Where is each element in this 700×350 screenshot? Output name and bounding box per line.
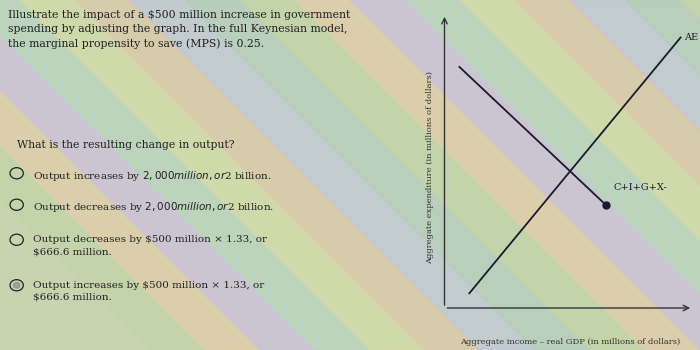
Polygon shape	[0, 0, 260, 350]
Text: C+I+G+X-: C+I+G+X-	[613, 183, 667, 192]
Polygon shape	[0, 0, 370, 350]
Text: What is the resulting change in output?: What is the resulting change in output?	[17, 140, 234, 150]
Polygon shape	[240, 0, 645, 350]
Polygon shape	[680, 0, 700, 350]
Polygon shape	[625, 0, 700, 350]
Text: Aggregate expenditure (in millions of dollars): Aggregate expenditure (in millions of do…	[426, 71, 435, 265]
Polygon shape	[405, 0, 700, 350]
Text: Output increases by $500 million × 1.33, or
$666.6 million.: Output increases by $500 million × 1.33,…	[34, 281, 265, 302]
Polygon shape	[20, 0, 425, 350]
Text: Aggregate income – real GDP (in millions of dollars): Aggregate income – real GDP (in millions…	[461, 338, 680, 346]
Polygon shape	[75, 0, 480, 350]
Polygon shape	[460, 0, 700, 350]
Polygon shape	[570, 0, 700, 350]
Polygon shape	[130, 0, 535, 350]
Text: Output decreases by $500 million × 1.33, or
$666.6 million.: Output decreases by $500 million × 1.33,…	[34, 235, 267, 256]
Polygon shape	[0, 0, 205, 350]
Polygon shape	[295, 0, 700, 350]
Polygon shape	[515, 0, 700, 350]
Polygon shape	[0, 0, 315, 350]
Polygon shape	[185, 0, 590, 350]
Text: Output increases by $2,000 million, or $2 billion.: Output increases by $2,000 million, or $…	[34, 169, 272, 183]
Text: AE = AI: AE = AI	[685, 33, 700, 42]
Circle shape	[13, 282, 20, 288]
Text: Output decreases by $2,000 million, or $2 billion.: Output decreases by $2,000 million, or $…	[34, 200, 274, 214]
Polygon shape	[350, 0, 700, 350]
Text: Illustrate the impact of a $500 million increase in government
spending by adjus: Illustrate the impact of a $500 million …	[8, 10, 351, 49]
